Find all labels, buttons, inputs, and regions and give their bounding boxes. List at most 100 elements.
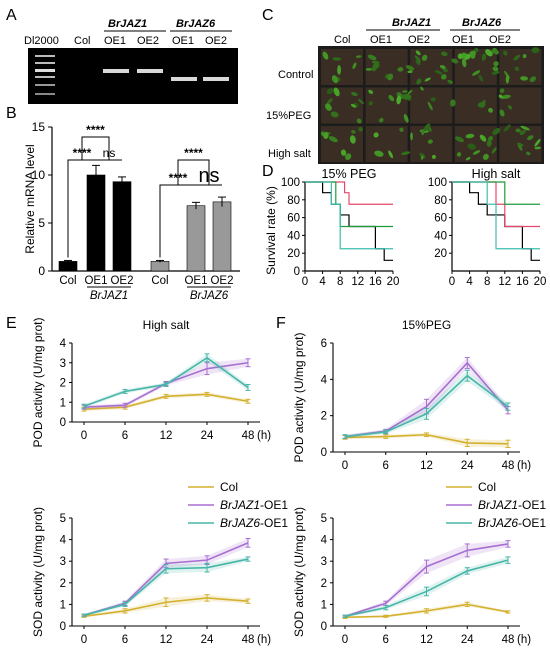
significance-label: **** <box>184 146 203 160</box>
photo-leaf <box>520 76 528 81</box>
line-x-unit: (h) <box>517 460 531 472</box>
surv-series-line <box>305 181 393 250</box>
line-y-tick-label: 1 <box>321 599 327 611</box>
bar <box>86 174 106 272</box>
photo-leaf <box>514 66 520 72</box>
significance-bracket <box>159 184 196 258</box>
legend-label-prefix: Col <box>220 480 238 494</box>
legend-label-prefix: BrJAZ6 <box>220 516 260 530</box>
surv-x-tick-label: 8 <box>484 276 490 288</box>
line-x-tick-label: 12 <box>420 634 433 646</box>
line-y-tick-label: 0 <box>60 621 66 633</box>
photo-leaf <box>424 77 431 82</box>
photo-leaf <box>472 70 481 76</box>
surv-y-tick-label: 100 <box>428 177 447 189</box>
photo-leaf <box>494 49 500 55</box>
photo-leaf <box>420 155 424 160</box>
photo-leaf <box>421 54 428 61</box>
line-y-tick-label: 2 <box>321 578 327 590</box>
plant-photo <box>318 46 544 164</box>
photo-pot <box>365 126 408 162</box>
significance-bracket <box>67 159 96 258</box>
line-y-label: POD activity (U/mg prot) <box>292 332 306 462</box>
photo-leaf <box>485 49 493 57</box>
line-y-label: SOD activity (U/mg prot) <box>31 507 45 637</box>
line-x-tick-label: 6 <box>383 460 389 472</box>
photo-leaf <box>368 101 373 106</box>
photo-leaf <box>441 74 447 80</box>
line-x-tick-label: 0 <box>81 430 87 442</box>
line-x-tick-label: 12 <box>160 634 173 646</box>
photo-leaf <box>534 146 542 150</box>
legend-label-prefix: Col <box>478 480 496 494</box>
photo-leaf <box>367 54 377 61</box>
legend-f: Col BrJAZ1-OE1 BrJAZ6-OE1 <box>446 480 546 530</box>
photo-row-control: Control <box>278 69 313 81</box>
photo-leaf <box>368 89 374 94</box>
photo-leaf <box>491 70 500 75</box>
surv-x-tick-label: 0 <box>449 276 455 288</box>
legend-label-prefix: BrJAZ1 <box>220 498 260 512</box>
photo-leaf <box>358 99 365 105</box>
photo-leaf <box>373 132 379 138</box>
line-y-tick-label: 5 <box>321 513 327 525</box>
line-y-tick-label: 4 <box>60 338 67 350</box>
surv-x-tick-label: 20 <box>534 276 547 288</box>
photo-leaf <box>451 58 459 64</box>
photo-leaf <box>397 67 404 72</box>
surv-x-tick-label: 8 <box>337 276 343 288</box>
photo-leaf <box>415 60 421 65</box>
legend-label-suffix: -OE1 <box>518 498 546 512</box>
photo-leaf <box>405 65 415 71</box>
surv-x-tick-label: 0 <box>302 276 308 288</box>
line-y-tick-label: 4 <box>321 535 328 547</box>
legend-label-suffix: -OE1 <box>518 516 546 530</box>
line-y-tick-label: 1 <box>60 599 66 611</box>
line-y-tick-label: 2 <box>60 578 66 590</box>
photo-leaf <box>526 151 531 156</box>
photo-leaf <box>503 124 511 132</box>
photo-leaf <box>492 128 501 135</box>
photo-leaf <box>340 149 347 156</box>
photo-leaf <box>457 53 464 60</box>
photo-leaf <box>333 87 340 97</box>
photo-leaf <box>479 134 487 142</box>
bar-category-label: OE2 <box>210 275 233 287</box>
legend-label: BrJAZ6-OE1 <box>478 516 546 530</box>
photo-leaf <box>513 54 521 61</box>
legend-label: BrJAZ1-OE1 <box>478 498 546 512</box>
bar-group-label: BrJAZ1 <box>90 290 128 302</box>
photo-leaf <box>371 60 380 64</box>
surv-x-tick-label: 4 <box>466 276 473 288</box>
gel-lane-jaz6-oe1: OE1 <box>172 35 194 47</box>
bar-category-label: OE1 <box>84 275 107 287</box>
surv-y-tick-label: 80 <box>287 195 300 207</box>
line-y-tick-label: 3 <box>60 556 66 568</box>
bar-y-label: Relative mRNA level <box>23 144 37 253</box>
photo-leaf <box>322 51 329 60</box>
photo-leaf <box>469 50 476 57</box>
line-x-tick-label: 24 <box>461 460 474 472</box>
line-x-tick-label: 48 <box>502 460 515 472</box>
surv-x-tick-label: 16 <box>516 276 529 288</box>
bar-y-tick-label: 10 <box>32 168 46 182</box>
panel-letter-d: D <box>262 163 274 180</box>
photo-leaf <box>414 55 421 63</box>
line-y-tick-label: 0 <box>60 417 66 429</box>
photo-leaf <box>519 129 526 136</box>
photo-leaf <box>520 125 530 131</box>
line-x-tick-label: 12 <box>160 430 173 442</box>
photo-leaf <box>399 127 404 132</box>
photo-leaf <box>402 90 408 93</box>
surv-y-tick-label: 60 <box>287 213 300 225</box>
photo-leaf <box>505 75 510 84</box>
line-y-tick-label: 3 <box>60 358 66 370</box>
photo-leaf <box>332 57 342 61</box>
panel-letter-b: B <box>6 105 17 122</box>
photo-leaf <box>503 50 508 56</box>
photo-leaf <box>427 101 433 111</box>
photo-leaf <box>325 103 332 111</box>
photo-row-salt: High salt <box>268 148 311 160</box>
line-x-tick-label: 48 <box>242 634 255 646</box>
